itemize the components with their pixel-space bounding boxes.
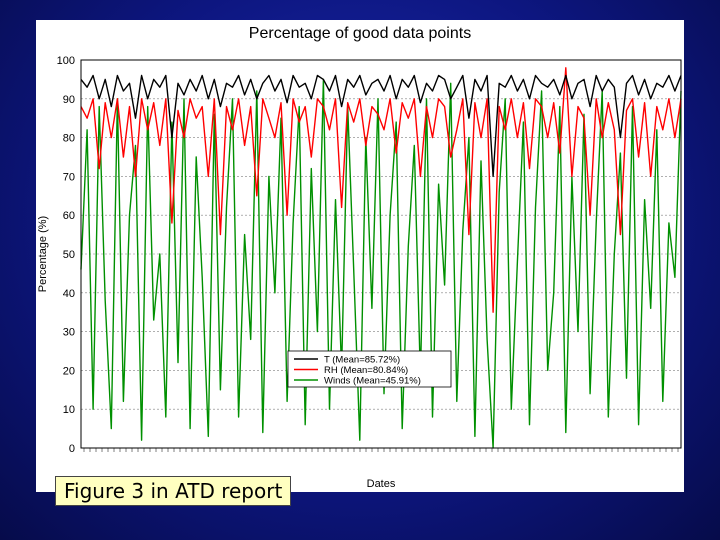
series-line-rh (80, 67, 682, 313)
y-tick-label: 80 (63, 133, 75, 145)
y-tick-label: 40 (63, 288, 75, 300)
y-tick-label: 20 (63, 365, 75, 377)
legend-entry: Winds (Mean=45.91%) (324, 376, 421, 387)
y-tick-label: 30 (63, 327, 75, 339)
chart-panel: Percentage of good data points 0 10 20 30 40… (36, 20, 684, 492)
y-tick-label: 90 (63, 94, 75, 106)
line-chart: Percentage of good data points 0 10 20 30 40… (37, 25, 682, 490)
x-axis-ticks (83, 448, 679, 452)
y-tick-label: 0 (69, 443, 75, 455)
y-tick-label: 60 (63, 210, 75, 222)
y-tick-label: 100 (57, 55, 75, 67)
legend-entry: T (Mean=85.72%) (324, 355, 400, 366)
y-tick-label: 10 (63, 404, 75, 416)
series-lines (80, 67, 682, 449)
chart-title: Percentage of good data points (249, 25, 471, 42)
plot-frame (80, 59, 682, 449)
y-tick-label: 70 (63, 171, 75, 183)
y-axis-label: Percentage (%) (37, 216, 49, 292)
x-axis-label: Dates (367, 478, 396, 490)
figure-caption: Figure 3 in ATD report (55, 476, 292, 506)
legend-entry: RH (Mean=80.84%) (324, 365, 408, 376)
y-axis-ticks: 0 10 20 30 40 50 60 70 80 90 100 (57, 55, 75, 455)
series-line-t (80, 74, 682, 178)
legend: T (Mean=85.72%)RH (Mean=80.84%)Winds (Me… (287, 350, 452, 388)
series-line-winds (80, 78, 682, 449)
y-tick-label: 50 (63, 249, 75, 261)
